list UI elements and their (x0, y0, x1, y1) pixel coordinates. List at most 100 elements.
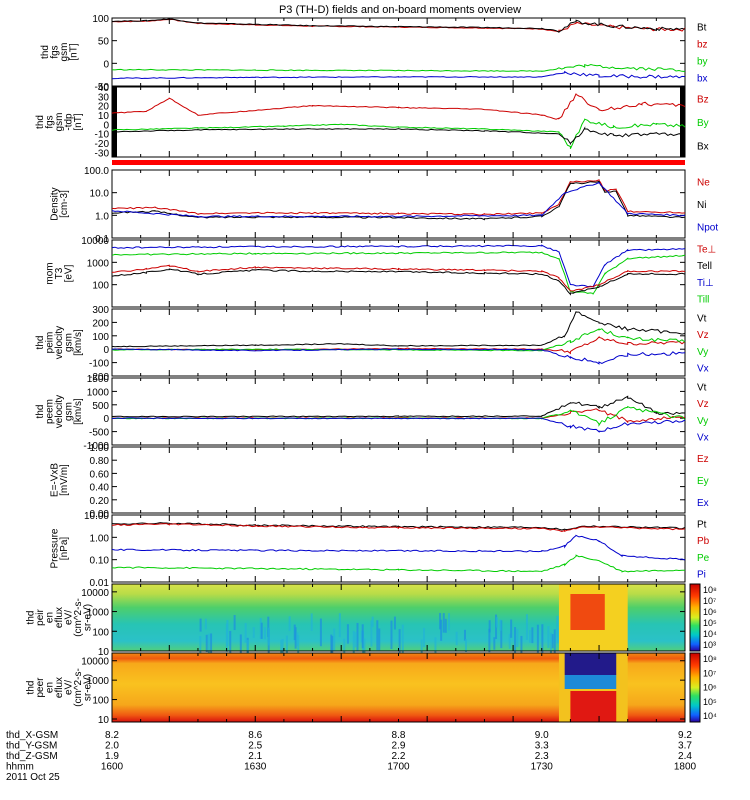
peir-heatmap-cell (239, 634, 242, 662)
fgs-gsm-legend-by: by (697, 57, 708, 68)
peim-velocity-frame (111, 308, 686, 377)
peem-velocity-ylabel: thd (35, 405, 46, 419)
peir-heatmap-cell (378, 628, 381, 651)
efield-legend-Ez: Ez (697, 454, 709, 465)
pressure-ytick-label: 0.01 (90, 578, 110, 589)
peer-spec-ylabel: eV/ (64, 680, 75, 695)
peim-velocity-ylabel: peim (45, 332, 56, 354)
peir-heatmap-cell (370, 620, 373, 647)
peim-velocity-legend-Vx: Vx (697, 364, 709, 375)
xaxis-value: 2.2 (392, 751, 406, 762)
fgs-gsm-ylabel: fgs (49, 45, 60, 58)
peer-event-core (570, 691, 617, 722)
peer-event-low (564, 653, 617, 675)
peir-heatmap-cell (529, 630, 532, 643)
peir-spec-colorbar-label: 10⁶ (703, 607, 717, 617)
peir-heatmap-cell (514, 627, 517, 656)
density-legend-Ne: Ne (697, 177, 710, 188)
peir-spec-ytick-label: 100 (92, 627, 109, 638)
peir-spec-colorbar-label: 10⁵ (703, 618, 717, 628)
density-series-Npot (111, 181, 686, 218)
peir-heatmap-cell (448, 613, 451, 631)
peir-heatmap-cell (338, 613, 341, 638)
xaxis-value: 9.0 (535, 730, 549, 741)
plot-title: P3 (TH-D) fields and on-board moments ov… (279, 4, 521, 16)
fgs-gsm-series-by (111, 63, 686, 72)
peem-velocity-ytick-label: 1500 (87, 374, 110, 385)
fgs-gsm-detrended-ylabel: -tdp (64, 113, 75, 131)
peir-heatmap-cell (267, 616, 270, 637)
peim-velocity-ytick-label: -100 (89, 359, 109, 370)
peir-heatmap-cell (551, 634, 554, 649)
separator-bar (112, 160, 685, 165)
xaxis-row-label: thd_Y-GSM (6, 741, 57, 752)
density-ylabel: [cm-3] (59, 190, 70, 218)
peem-velocity-ytick-label: -1000 (83, 441, 109, 452)
peir-spec-ylabel: eflux (54, 607, 65, 628)
peir-heatmap-cell (233, 615, 236, 631)
peir-heatmap-cell (549, 632, 552, 654)
peem-velocity-legend-Vx: Vx (697, 433, 709, 444)
peim-velocity-legend-Vt: Vt (697, 313, 707, 324)
xaxis-row-label: thd_Z-GSM (6, 751, 58, 762)
fgs-gsm-detrended-legend-By: By (697, 118, 709, 129)
peir-heatmap-cell (229, 630, 232, 655)
fgs-gsm-detrended-ylabel: thd (35, 115, 46, 129)
peim-velocity-legend-Vy: Vy (697, 347, 708, 358)
peir-heatmap-cell (333, 628, 336, 651)
fgs-gsm-detrended-legend-Bz: Bz (697, 95, 709, 106)
peir-heatmap-cell (488, 620, 491, 633)
fgs-gsm-detrended-series-Bx (111, 126, 686, 146)
xaxis-value: 1700 (387, 762, 410, 773)
density-series-Ne (111, 179, 686, 216)
peir-heatmap-cell (371, 616, 374, 627)
xaxis-value: 1630 (244, 762, 267, 773)
detrend-edge-right (680, 87, 685, 157)
fgs-gsm-detrended-ytick-label: -10 (95, 130, 110, 141)
peir-heatmap-cell (439, 612, 442, 630)
peir-heatmap-cell (516, 628, 519, 647)
peim-velocity-ylabel: [km/s] (73, 329, 84, 356)
peir-heatmap-cell (207, 633, 210, 661)
pressure-legend-Pi: Pi (697, 570, 706, 581)
pressure-ytick-label: 10.00 (84, 511, 109, 522)
peer-spec-colorbar-label: 10⁴ (703, 711, 717, 721)
temperature-legend-Ti⊥: Ti⊥ (697, 278, 714, 289)
peir-heatmap-cell (252, 627, 255, 638)
peir-heatmap-cell (246, 639, 249, 657)
peir-spec-ytick-label: 1000 (87, 608, 110, 619)
peer-spec-ylabel: en (45, 682, 56, 693)
panel-density: 100.0 10.0 1.0 0.1 Density[cm-3] Ne Ni Npot (49, 166, 718, 245)
peem-velocity-ylabel: velocity (54, 395, 65, 428)
detrend-edge-left (112, 87, 117, 157)
peir-spec-ylabel: (cm^2-s- (73, 598, 84, 637)
peir-heatmap-cell (531, 627, 534, 644)
density-ytick-label: 1.0 (95, 211, 109, 222)
panel-peim-velocity: 300 200 100 0 -100 -200 thdpeimvelocitygsm[km/… (35, 305, 709, 383)
peim-velocity-series-Vz (112, 335, 686, 355)
fgs-gsm-detrended-ytick-label: 10 (98, 111, 110, 122)
peir-heatmap-cell (294, 627, 297, 649)
pressure-legend-Pt: Pt (697, 519, 707, 530)
peir-heatmap-cell (390, 620, 393, 650)
efield-ytick-label: 0.20 (90, 496, 110, 507)
pressure-series-Pt (111, 522, 686, 531)
peem-velocity-ytick-label: 1000 (87, 387, 110, 398)
panel-peir-spec: 10000 1000 100 10 thdpeirenefluxeV/(cm^2-s-s… (26, 583, 717, 670)
pressure-series-Pb (111, 523, 686, 533)
peir-spec-ylabel: sr-eV) (83, 604, 94, 631)
peir-heatmap-cell (500, 620, 503, 649)
density-legend-Npot: Npot (697, 223, 718, 234)
peim-velocity-ylabel: gsm (64, 333, 75, 352)
xaxis-value: 8.8 (392, 730, 406, 741)
fgs-gsm-legend-Bt: Bt (697, 23, 707, 34)
fgs-gsm-ytick-label: 0 (103, 59, 109, 70)
peim-velocity-series-Vt (111, 311, 686, 348)
peir-heatmap-cell (464, 638, 467, 652)
fgs-gsm-detrended-ytick-label: -30 (95, 148, 110, 159)
peir-heatmap-cell (556, 615, 559, 638)
peir-event-core (570, 594, 605, 630)
